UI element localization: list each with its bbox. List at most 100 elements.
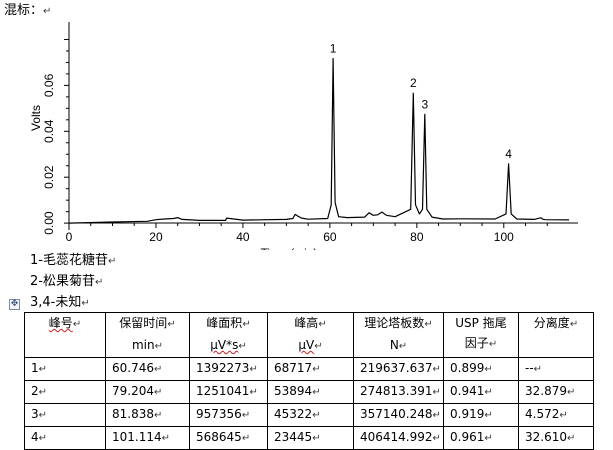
header-line1: 分离度 xyxy=(533,316,570,330)
cell-retention-time: 81.838↵ xyxy=(105,403,190,427)
legend-peak-1: 1-毛蕊花糖苷↵ xyxy=(30,253,116,270)
cell-peak-height: 53894↵ xyxy=(267,380,354,404)
paragraph-mark: ↵ xyxy=(242,319,251,330)
paragraph-mark: ↵ xyxy=(488,339,498,350)
cell-text: 957356 xyxy=(196,407,242,421)
header-resolution: 分离度↵ xyxy=(518,312,594,358)
chromatogram-trace xyxy=(68,57,570,224)
cell-text: 0.899 xyxy=(450,361,485,375)
y-tick-label: 0.04 xyxy=(42,119,56,143)
paragraph-mark: ↵ xyxy=(38,364,48,375)
cell-text: 2 xyxy=(31,384,39,398)
header-peak-height: 峰高↵ µV↵ xyxy=(267,312,354,358)
header-line1: 理论塔板数 xyxy=(364,316,425,330)
paragraph-mark: ↵ xyxy=(432,410,441,421)
paragraph-mark: ↵ xyxy=(154,364,163,375)
cell-resolution: --↵ xyxy=(518,357,594,381)
paragraph-mark: ↵ xyxy=(569,319,579,330)
paragraph-mark: ↵ xyxy=(249,387,258,398)
table-header-row: 峰号↵ 保留时间↵ min↵ 峰面积↵ µV*s↵ 峰高↵ µV↵ 理论塔板数↵ N↵ … xyxy=(24,312,594,358)
peak-label: 4 xyxy=(505,147,512,161)
header-line2: µV xyxy=(298,338,315,352)
paragraph-mark: ↵ xyxy=(38,433,48,444)
cell-theoretical-plates: 406414.992↵ xyxy=(353,426,444,450)
cell-text: 357140.248 xyxy=(360,407,433,421)
paragraph-mark: ↵ xyxy=(167,319,176,330)
paragraph-mark: ↵ xyxy=(154,387,163,398)
cell-peak-area: 1251041↵ xyxy=(189,380,268,404)
x-tick-label: 0 xyxy=(66,230,73,244)
y-tick-label: 0.06 xyxy=(42,73,56,97)
cell-usp-tailing: 0.961↵ xyxy=(443,426,519,450)
cell-text: 0.941 xyxy=(450,384,485,398)
cell-text: 274813.391 xyxy=(360,384,433,398)
paragraph-mark: ↵ xyxy=(154,341,164,352)
cell-text: 45322 xyxy=(274,407,313,421)
cell-peak-no: 4↵ xyxy=(24,426,106,450)
paragraph-mark: ↵ xyxy=(432,433,441,444)
x-tick-label: 40 xyxy=(236,230,250,244)
cell-text: 1251041 xyxy=(196,384,250,398)
cell-resolution: 32.610↵ xyxy=(518,426,594,450)
header-theoretical-plates: 理论塔板数↵ N↵ xyxy=(353,312,444,358)
y-tick-label: 0.00 xyxy=(42,211,56,235)
paragraph-mark: ↵ xyxy=(249,364,258,375)
header-line2: N xyxy=(389,338,399,352)
cell-usp-tailing: 0.941↵ xyxy=(443,380,519,404)
cell-text: 23445 xyxy=(274,430,313,444)
cell-text: 568645 xyxy=(196,430,242,444)
cell-text: 81.838 xyxy=(112,407,154,421)
paragraph-mark: ↵ xyxy=(154,410,163,421)
header-usp-tailing: USP 拖尾 因子↵ xyxy=(443,312,519,358)
cell-peak-area: 957356↵ xyxy=(189,403,268,427)
cell-text: 1392273 xyxy=(196,361,250,375)
paragraph-mark: ↵ xyxy=(533,364,543,375)
peak-label: 1 xyxy=(330,42,337,56)
paragraph-mark: ↵ xyxy=(559,410,568,421)
paragraph-mark: ↵ xyxy=(241,410,251,421)
cell-text: 219637.637 xyxy=(360,361,433,375)
paragraph-mark: ↵ xyxy=(484,387,493,398)
paragraph-mark: ↵ xyxy=(241,433,251,444)
cell-text: -- xyxy=(525,361,534,375)
legend-peak-3-4-text: 3,4-未知 xyxy=(30,295,82,310)
cell-text: 32.610 xyxy=(525,430,567,444)
legend-peak-1-text: 1-毛蕊花糖苷 xyxy=(30,253,108,268)
paragraph-mark: ↵ xyxy=(312,410,321,421)
cell-text: 4.572 xyxy=(525,407,560,421)
cell-text: 68717 xyxy=(274,361,313,375)
table-row: 1↵ 60.746↵ 1392273↵ 68717↵ 219637.637↵ 0… xyxy=(24,357,594,381)
cell-peak-no: 2↵ xyxy=(24,380,106,404)
x-axis-label: Time (min) xyxy=(261,246,318,250)
header-line1: 峰号 xyxy=(48,316,73,330)
header-line1: 峰高 xyxy=(294,316,319,330)
cell-text: 406414.992 xyxy=(360,430,433,444)
legend-peak-2-text: 2-松果菊苷 xyxy=(30,274,95,289)
cell-text: 101.114 xyxy=(112,430,162,444)
y-tick-label: 0.02 xyxy=(42,165,56,189)
x-tick-label: 60 xyxy=(323,230,337,244)
table-move-handle-icon[interactable]: ✥ xyxy=(9,299,20,310)
cell-usp-tailing: 0.899↵ xyxy=(443,357,519,381)
cell-peak-no: 3↵ xyxy=(24,403,106,427)
cell-peak-height: 68717↵ xyxy=(267,357,354,381)
cell-peak-height: 45322↵ xyxy=(267,403,354,427)
header-line1: USP 拖尾 xyxy=(455,316,507,330)
header-line1: 保留时间 xyxy=(119,316,168,330)
paragraph-mark: ↵ xyxy=(43,6,52,17)
cell-theoretical-plates: 219637.637↵ xyxy=(353,357,444,381)
header-peak-area: 峰面积↵ µV*s↵ xyxy=(189,312,268,358)
cell-peak-height: 23445↵ xyxy=(267,426,354,450)
section-heading: 混标：↵ xyxy=(4,3,51,20)
cell-text: 0.919 xyxy=(450,407,485,421)
cell-text: 32.879 xyxy=(525,384,567,398)
paragraph-mark: ↵ xyxy=(484,364,493,375)
paragraph-mark: ↵ xyxy=(432,364,441,375)
paragraph-mark: ↵ xyxy=(94,277,104,288)
peak-label: 3 xyxy=(421,97,428,111)
chromatogram-chart: 0 20 40 60 80 100 0.00 0.02 0.04 0.06 Time (min) Vo… xyxy=(29,22,578,250)
cell-retention-time: 79.204↵ xyxy=(105,380,190,404)
peak-label: 2 xyxy=(410,76,417,90)
paragraph-mark: ↵ xyxy=(312,433,321,444)
heading-text: 混标： xyxy=(4,3,44,18)
